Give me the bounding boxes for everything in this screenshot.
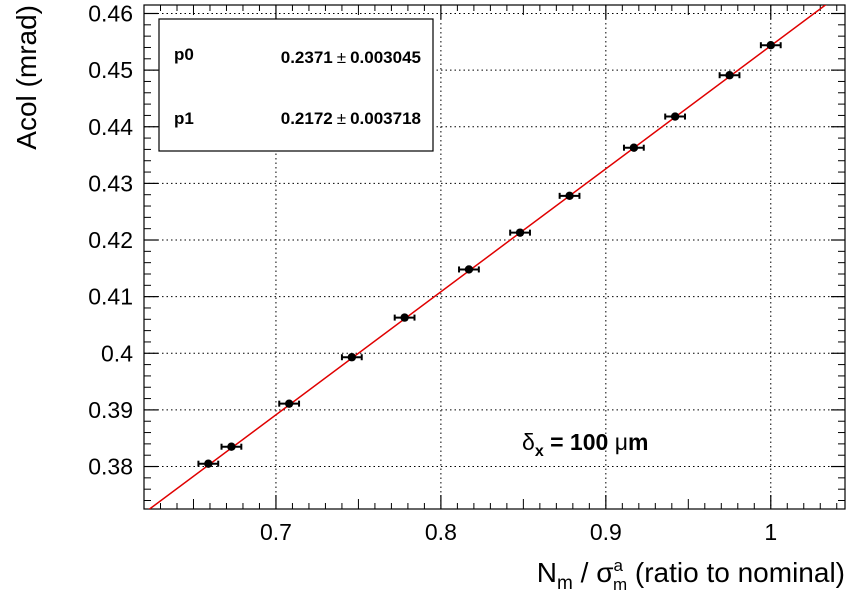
data-point: [558, 191, 581, 201]
data-point: [718, 71, 741, 80]
marker: [670, 112, 680, 121]
marker: [565, 191, 574, 201]
stat-p0-error: 0.003045: [350, 48, 421, 67]
x-title-main-sub: m: [557, 573, 573, 594]
stat-p0-value: 0.2371: [281, 48, 333, 67]
marker: [725, 71, 734, 80]
data-point: [509, 228, 531, 237]
y-tick-label: 0.43: [88, 170, 133, 196]
data-point: [759, 41, 782, 50]
stat-p1-value: 0.2172: [281, 109, 333, 128]
data-point: [278, 399, 301, 408]
marker: [629, 143, 639, 152]
annotation-text: = 100: [544, 429, 615, 455]
plot-frame: [143, 4, 846, 510]
x-tick-label: 0.8: [425, 519, 457, 545]
data-point: [664, 112, 687, 121]
marker: [400, 313, 409, 322]
grid: [144, 5, 845, 509]
y-axis-title: Acol (mrad): [11, 5, 42, 150]
y-tick-label: 0.46: [88, 0, 133, 26]
marker: [766, 41, 775, 50]
stat-p1-pm: ±: [337, 109, 346, 128]
y-tick-label: 0.42: [88, 227, 133, 253]
axis-ticks: [143, 5, 845, 509]
x-axis-title: Nm / σa m (ratio to nominal): [537, 556, 845, 594]
data-point: [393, 313, 416, 322]
x-title-sigma: σ: [596, 557, 613, 588]
y-tick-label: 0.45: [88, 57, 133, 83]
x-tick-label: 1: [764, 519, 777, 545]
annotation-sub: x: [535, 443, 544, 460]
stat-value-p0: 0.2371 ±0.003045: [281, 48, 421, 67]
y-tick-label: 0.4: [101, 340, 133, 366]
x-title-sigma-sup: a: [613, 556, 623, 575]
annotation-mu: μ: [615, 429, 628, 455]
marker: [227, 442, 236, 451]
marker: [515, 228, 525, 237]
y-tick-label: 0.44: [88, 114, 133, 140]
x-tick-label: 0.9: [590, 519, 622, 545]
stat-key-p1: p1: [174, 109, 194, 128]
data-point: [220, 442, 243, 451]
data-point: [622, 143, 645, 152]
stats-box: p0 0.2371 ±0.003045 p1 0.2172 ±0.003718: [158, 18, 434, 152]
data-point: [340, 353, 363, 362]
data-point: [458, 265, 480, 274]
stat-key-p0: p0: [174, 45, 194, 64]
y-tick-label: 0.38: [88, 454, 133, 480]
data-points: [197, 41, 782, 468]
data-point: [197, 459, 220, 468]
tick-labels: 0.7 0.8 0.9 1 0.38 0.39 0.4 0.41 0.42 0.43 0.44 0.4…: [88, 0, 777, 545]
stat-p0-pm: ±: [337, 48, 346, 67]
x-title-suffix: (ratio to nominal): [627, 557, 845, 588]
marker: [464, 265, 474, 274]
annotation: δx = 100 μm: [522, 429, 648, 460]
y-tick-label: 0.41: [88, 284, 133, 310]
marker: [347, 353, 357, 362]
stat-value-p1: 0.2172 ±0.003718: [281, 109, 421, 128]
x-tick-label: 0.7: [260, 519, 292, 545]
annotation-delta: δ: [522, 429, 535, 455]
marker: [204, 459, 213, 468]
y-tick-label: 0.39: [88, 397, 133, 423]
stat-p1-error: 0.003718: [350, 109, 421, 128]
marker: [284, 399, 294, 408]
x-title-main: N: [537, 557, 557, 588]
x-title-sigma-sub: m: [613, 575, 627, 594]
stats-box-frame: [158, 18, 434, 152]
x-title-sep: /: [573, 557, 596, 588]
annotation-unit: m: [628, 429, 648, 455]
